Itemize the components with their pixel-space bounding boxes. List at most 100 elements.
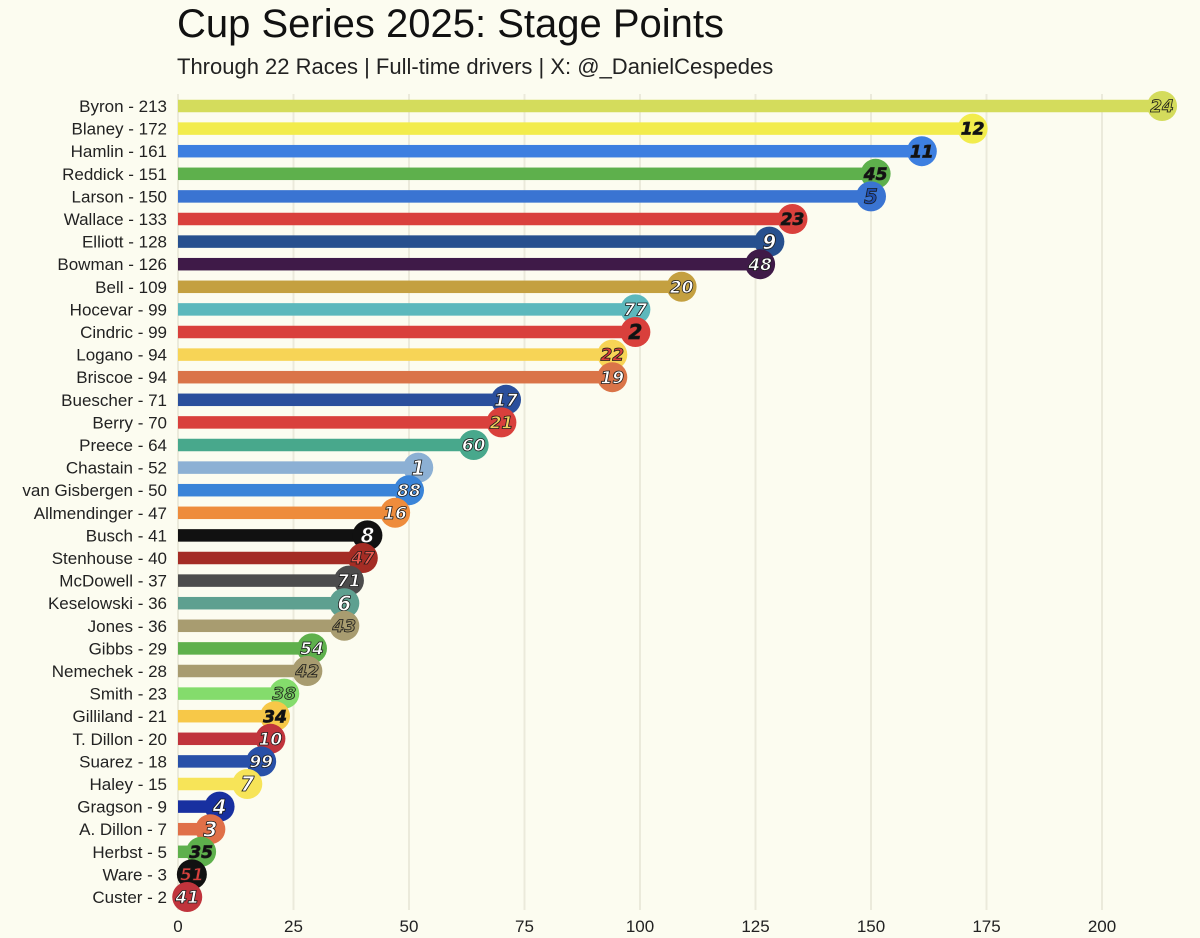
bar-row: Stenhouse - 40 47 [52, 543, 378, 573]
car-number: 20 [670, 278, 694, 298]
bar [178, 122, 973, 135]
car-number: 2 [628, 320, 642, 344]
bar [178, 394, 506, 407]
bar-label: Ware - 3 [102, 865, 167, 884]
bar-label: Nemechek - 28 [52, 662, 167, 681]
bar [178, 213, 792, 226]
bar-row: Haley - 15 7 [90, 769, 263, 799]
bar-row: McDowell - 37 71 [59, 566, 364, 596]
bar-row: Byron - 213 24 [79, 91, 1177, 121]
car-number: 88 [397, 481, 421, 501]
bar [178, 281, 682, 294]
car-number: 24 [1150, 97, 1174, 117]
bar-row: Keselowski - 36 6 [48, 588, 359, 618]
bar [178, 145, 922, 158]
bar-label: Stenhouse - 40 [52, 549, 167, 568]
bar-label: Buescher - 71 [61, 391, 167, 410]
bar [178, 687, 284, 700]
bar-row: Berry - 70 21 [92, 407, 516, 437]
bar-label: Elliott - 128 [82, 233, 167, 252]
bar-row: Hocevar - 99 77 [70, 294, 651, 324]
bar-label: Gragson - 9 [77, 798, 167, 817]
bar [178, 642, 312, 655]
bar-label: Herbst - 5 [92, 843, 167, 862]
bar-label: Custer - 2 [92, 888, 167, 907]
bar-row: Allmendinger - 47 16 [34, 498, 410, 528]
x-tick-label: 50 [400, 917, 419, 936]
bar-label: Larson - 150 [72, 187, 167, 206]
bar-label: Logano - 94 [76, 346, 167, 365]
x-tick-label: 175 [972, 917, 1000, 936]
car-number: 21 [490, 414, 514, 434]
bar-row: Briscoe - 94 19 [76, 362, 627, 392]
bar [178, 235, 769, 248]
car-number: 99 [249, 753, 273, 773]
bar [178, 190, 871, 203]
x-tick-label: 0 [173, 917, 182, 936]
bar-row: Cindric - 99 2 [80, 317, 650, 347]
bar-label: Wallace - 133 [64, 210, 167, 229]
bar-label: van Gisbergen - 50 [22, 481, 167, 500]
bar [178, 439, 474, 452]
car-number: 12 [961, 120, 985, 140]
bar [178, 574, 349, 587]
x-tick-label: 125 [741, 917, 769, 936]
x-tick-label: 150 [857, 917, 885, 936]
bar [178, 348, 612, 361]
bar-label: Smith - 23 [90, 685, 167, 704]
bar-label: Gibbs - 29 [89, 639, 167, 658]
bar [178, 620, 344, 633]
bar [178, 416, 501, 429]
car-number: 47 [350, 549, 375, 569]
bar [178, 484, 409, 497]
bar-label: Preece - 64 [79, 436, 167, 455]
bar-row: Hamlin - 161 11 [71, 136, 937, 166]
bar-row: Larson - 150 5 [72, 181, 886, 211]
bar-label: A. Dillon - 7 [79, 820, 167, 839]
bar-label: Blaney - 172 [72, 120, 167, 139]
bar [178, 100, 1162, 113]
bar-row: Gibbs - 29 54 [89, 633, 327, 663]
bar-row: Blaney - 172 12 [72, 114, 988, 144]
car-number: 16 [383, 504, 407, 524]
bar-label: Hocevar - 99 [70, 300, 167, 319]
bar [178, 529, 367, 542]
car-number: 43 [331, 617, 356, 637]
x-tick-label: 200 [1088, 917, 1116, 936]
bar-label: McDowell - 37 [59, 572, 167, 591]
bar-label: Gilliland - 21 [73, 707, 168, 726]
bar-row: van Gisbergen - 50 88 [22, 475, 424, 505]
car-number: 48 [747, 255, 772, 275]
bar-label: Briscoe - 94 [76, 368, 167, 387]
car-number: 7 [240, 772, 254, 796]
bar-label: Hamlin - 161 [71, 142, 167, 161]
x-tick-label: 25 [284, 917, 303, 936]
bar-label: Bowman - 126 [57, 255, 167, 274]
bar [178, 597, 344, 610]
bar-row: Preece - 64 60 [79, 430, 489, 460]
bar-label: Suarez - 18 [79, 752, 167, 771]
bar [178, 326, 635, 339]
bar-row: Custer - 2 41 [92, 882, 202, 912]
bar-label: Busch - 41 [86, 526, 167, 545]
bar-row: Bell - 109 20 [95, 272, 696, 302]
car-number: 45 [863, 165, 888, 185]
bar-label: Keselowski - 36 [48, 594, 167, 613]
car-number: 19 [600, 368, 624, 388]
bar-label: T. Dillon - 20 [73, 730, 167, 749]
car-number: 23 [781, 210, 805, 230]
bar-row: Gilliland - 21 34 [73, 701, 291, 731]
car-number: 41 [174, 888, 199, 908]
bar-row: Busch - 41 8 [86, 520, 383, 550]
bar-label: Allmendinger - 47 [34, 504, 167, 523]
bar-row: Elliott - 128 9 [82, 227, 784, 257]
bar-label: Jones - 36 [88, 617, 167, 636]
x-axis: 0 25 50 75 100 125 150 175 200 [173, 917, 1116, 936]
bar-row: Reddick - 151 45 [62, 159, 891, 189]
bar-label: Chastain - 52 [66, 459, 167, 478]
bar-row: Logano - 94 22 [76, 340, 627, 370]
car-number: 11 [910, 142, 934, 162]
bar [178, 665, 307, 678]
